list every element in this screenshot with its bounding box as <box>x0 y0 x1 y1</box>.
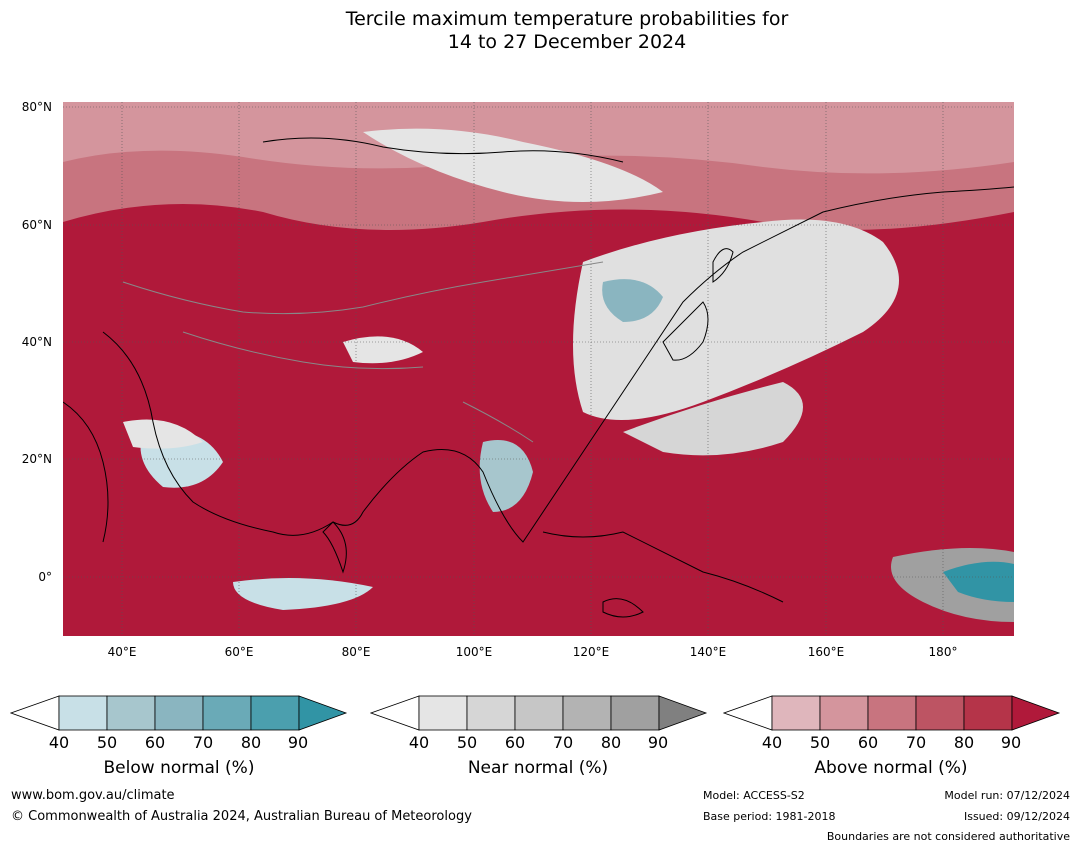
region-near-pacific <box>623 382 803 456</box>
footer-disclaimer: Boundaries are not considered authoritat… <box>826 830 1070 843</box>
colorbar-below-swatch <box>154 695 204 731</box>
tick-label: 90 <box>1000 733 1022 752</box>
title-line-2: 14 to 27 December 2024 <box>447 31 687 53</box>
colorbar-above-ticks: 40 50 60 70 80 90 <box>723 733 1061 753</box>
colorbar-above-swatch <box>963 695 1013 731</box>
tick-label: 90 <box>287 733 309 752</box>
lon-label-180: 180° <box>928 645 958 659</box>
map-canvas <box>63 102 1014 636</box>
graticule <box>63 102 1014 636</box>
footer-model-run: Model run: 07/12/2024 <box>944 789 1070 802</box>
colorbar-near-svg <box>370 695 708 731</box>
tick-label: 70 <box>905 733 927 752</box>
region-near-central-asia <box>343 336 423 364</box>
lon-label-160e: 160°E <box>807 645 845 659</box>
title-line-1: Tercile maximum temperature probabilitie… <box>345 8 789 30</box>
lat-label-0: 0° <box>38 570 52 584</box>
colorbar-near-label: Near normal (%) <box>467 758 609 778</box>
tick-label: 60 <box>857 733 879 752</box>
tick-label: 80 <box>240 733 262 752</box>
colorbar-below <box>10 690 348 736</box>
colorbar-near-ticks: 40 50 60 70 80 90 <box>370 733 708 753</box>
coastlines <box>63 137 1014 618</box>
colorbar-below-swatch <box>202 695 252 731</box>
colorbar-above-swatch <box>819 695 869 731</box>
lon-label-120e: 120°E <box>572 645 610 659</box>
region-below-indian-ocean <box>233 578 373 610</box>
footer-issued: Issued: 09/12/2024 <box>963 810 1070 823</box>
colorbar-above-arrow-low <box>723 695 773 731</box>
lon-label-60e: 60°E <box>224 645 254 659</box>
colorbar-near-swatch <box>562 695 612 731</box>
colorbar-near-swatch <box>466 695 516 731</box>
region-above-lighter-north <box>63 102 1014 174</box>
colorbar-near-swatch <box>610 695 660 731</box>
region-near-east-asia <box>573 219 899 420</box>
tick-label: 50 <box>96 733 118 752</box>
footer-base-period: Base period: 1981-2018 <box>703 810 836 823</box>
footer-model: Model: ACCESS-S2 <box>703 789 805 802</box>
lat-label-80n: 80°N <box>21 100 52 114</box>
tick-label: 40 <box>761 733 783 752</box>
tick-label: 90 <box>647 733 669 752</box>
colorbar-above-arrow-high <box>1011 695 1061 731</box>
colorbar-above-svg <box>723 695 1061 731</box>
lat-label-20n: 20°N <box>21 452 52 466</box>
tick-label: 40 <box>48 733 70 752</box>
colorbar-below-arrow-low <box>10 695 60 731</box>
lon-label-80e: 80°E <box>341 645 371 659</box>
colorbar-near-swatch <box>418 695 468 731</box>
colorbar-below-label: Below normal (%) <box>103 758 255 778</box>
colorbar-above-label: Above normal (%) <box>814 758 968 778</box>
lon-label-140e: 140°E <box>689 645 727 659</box>
colorbar-near-arrow-low <box>370 695 420 731</box>
colorbar-below-arrow-high <box>298 695 348 731</box>
tick-label: 70 <box>552 733 574 752</box>
footer-copyright: © Commonwealth of Australia 2024, Austra… <box>11 809 472 824</box>
footer-url: www.bom.gov.au/climate <box>11 788 175 803</box>
tick-label: 60 <box>144 733 166 752</box>
tick-label: 40 <box>408 733 430 752</box>
tick-label: 50 <box>809 733 831 752</box>
tick-label: 80 <box>600 733 622 752</box>
tick-label: 60 <box>504 733 526 752</box>
lon-label-100e: 100°E <box>455 645 493 659</box>
chart-title: Tercile maximum temperature probabilitie… <box>0 8 1081 54</box>
colorbar-above <box>723 690 1061 736</box>
region-near-red-sea <box>123 419 203 449</box>
lat-label-60n: 60°N <box>21 218 52 232</box>
region-below-manchuria <box>602 279 663 322</box>
colorbar-above-swatch <box>771 695 821 731</box>
tick-label: 80 <box>953 733 975 752</box>
colorbar-below-ticks: 40 50 60 70 80 90 <box>10 733 348 753</box>
colorbar-below-swatch <box>58 695 108 731</box>
colorbar-above-swatch <box>915 695 965 731</box>
colorbar-below-swatch <box>106 695 156 731</box>
colorbar-below-svg <box>10 695 348 731</box>
region-near-siberia <box>363 128 663 202</box>
colorbar-near-swatch <box>514 695 564 731</box>
colorbar-near-arrow-high <box>658 695 708 731</box>
tick-label: 50 <box>456 733 478 752</box>
lon-label-40e: 40°E <box>107 645 137 659</box>
colorbar-near <box>370 690 708 736</box>
tick-label: 70 <box>192 733 214 752</box>
country-boundaries <box>122 261 604 443</box>
colorbar-below-swatch <box>250 695 300 731</box>
region-below-equatorial-pacific <box>943 561 1014 602</box>
probability-map <box>63 102 1014 636</box>
lat-label-40n: 40°N <box>21 335 52 349</box>
colorbar-above-swatch <box>867 695 917 731</box>
